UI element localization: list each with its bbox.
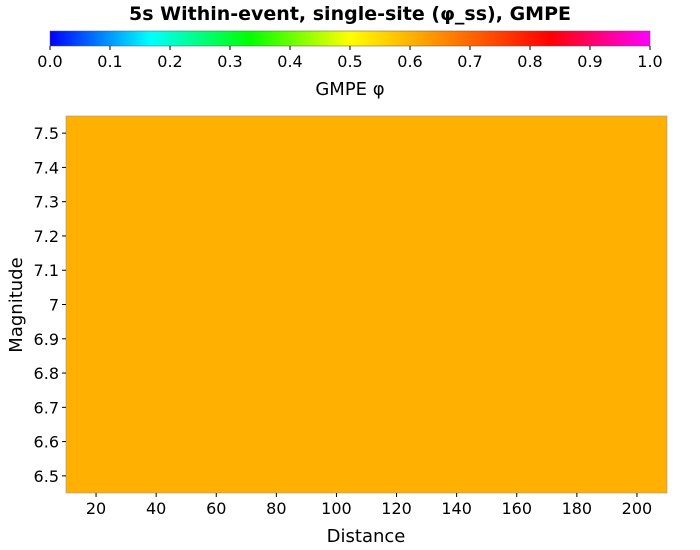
colorbar	[49, 30, 651, 47]
y-tick-label: 6.5	[34, 467, 59, 486]
y-axis-label: Magnitude	[6, 257, 27, 352]
x-axis-ticks: 20 40 60 80 100 120 140 160 180 200	[86, 493, 652, 518]
x-tick-label: 200	[622, 499, 653, 518]
y-tick-label: 6.7	[34, 398, 59, 417]
colorbar-tick-label: 0.3	[217, 52, 242, 71]
colorbar-tick-label: 0.6	[397, 52, 422, 71]
colorbar-tick-label: 0.5	[337, 52, 362, 71]
x-tick-label: 80	[266, 499, 286, 518]
heatmap-cell	[66, 116, 667, 493]
x-tick-label: 160	[501, 499, 532, 518]
x-tick-label: 20	[86, 499, 106, 518]
y-tick-label: 6.8	[34, 364, 59, 383]
colorbar-tick-label: 0.9	[577, 52, 602, 71]
y-tick-label: 6.9	[34, 330, 59, 349]
y-tick-label: 7	[49, 296, 59, 315]
x-tick-label: 180	[562, 499, 593, 518]
y-tick-label: 7.3	[34, 193, 59, 212]
y-tick-label: 7.1	[34, 261, 59, 280]
y-axis-ticks: 6.5 6.6 6.7 6.8 6.9 7 7.1 7.2 7.3 7.4 7.5	[34, 124, 66, 486]
colorbar-tick-label: 0.2	[157, 52, 182, 71]
x-tick-label: 100	[321, 499, 352, 518]
x-tick-label: 60	[206, 499, 226, 518]
y-tick-label: 7.2	[34, 227, 59, 246]
y-tick-label: 7.5	[34, 124, 59, 143]
heatmap-cells	[66, 116, 667, 493]
colorbar-tick-label: 0.7	[457, 52, 482, 71]
colorbar-tick-label: 0.8	[517, 52, 542, 71]
chart-title: 5s Within-event, single-site (φ_ss), GMP…	[129, 3, 571, 25]
colorbar-tick-label: 0.0	[37, 52, 62, 71]
colorbar-tick-label: 0.4	[277, 52, 302, 71]
colorbar-tick-label: 0.1	[97, 52, 122, 71]
colorbar-ticks: 0.0 0.1 0.2 0.3 0.4 0.5 0.6 0.7 0.8 0.9 1.0	[37, 46, 663, 71]
colorbar-tick-label: 1.0	[637, 52, 662, 71]
colorbar-label: GMPE φ	[315, 79, 384, 100]
y-tick-label: 7.4	[34, 158, 59, 177]
x-axis-label: Distance	[327, 526, 406, 547]
x-tick-label: 120	[381, 499, 412, 518]
y-tick-label: 6.6	[34, 433, 59, 452]
x-tick-label: 140	[441, 499, 472, 518]
x-tick-label: 40	[146, 499, 166, 518]
